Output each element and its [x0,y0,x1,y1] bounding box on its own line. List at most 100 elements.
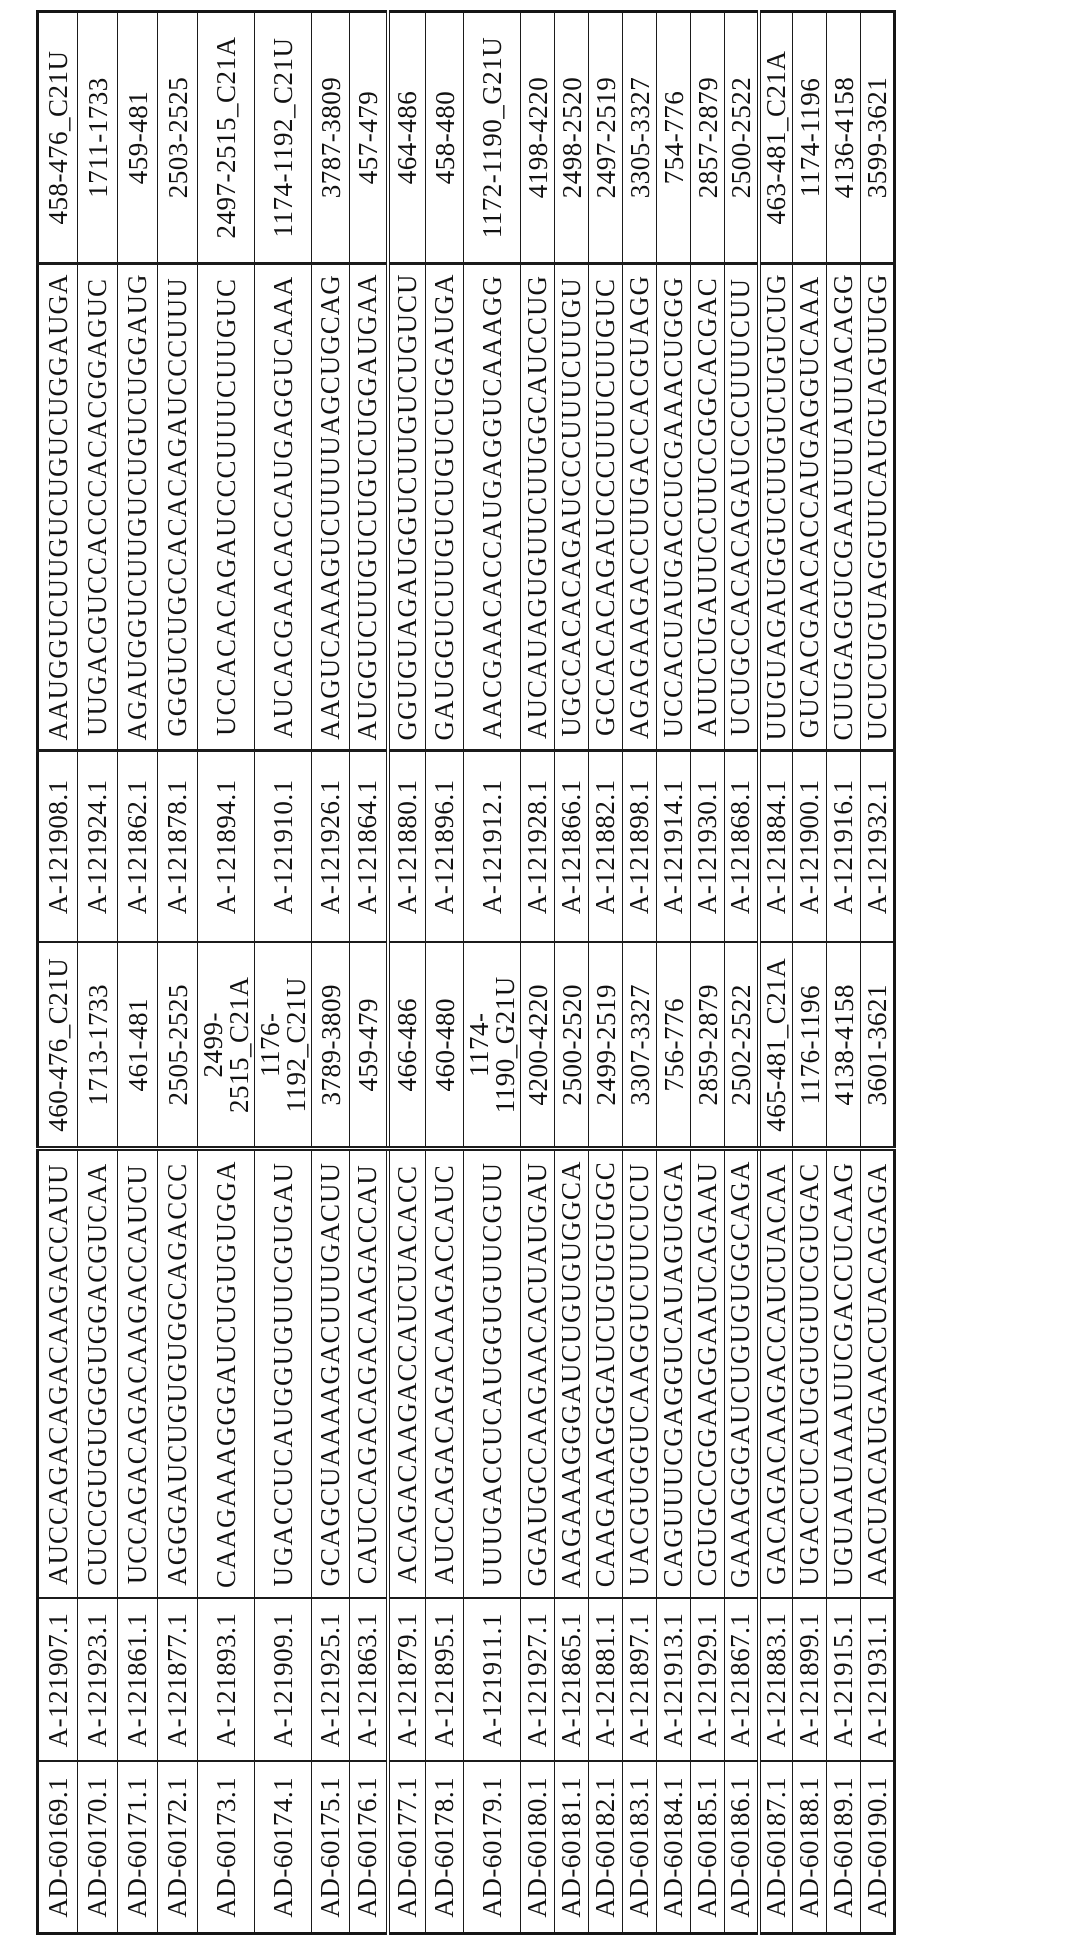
cell-antisense-sequence: GAUGGUCUUGUCUGUCUGGAUGA [425,263,464,751]
cell-sense-oligo-name: A-121931.1 [860,1598,895,1762]
cell-antisense-range: 2857-2879 [690,11,725,264]
cell-antisense-oligo-name: A-121894.1 [197,750,255,943]
cell-sense-oligo-name: A-121883.1 [758,1598,793,1762]
cell-antisense-range: 3305-3327 [622,11,657,264]
cell-antisense-range: 457-479 [349,11,388,264]
cell-duplex-name: AD-60182.1 [588,1761,623,1934]
cell-sense-oligo-name: A-121867.1 [724,1598,759,1762]
table-row: AD-60188.1 A-121899.1 UGACCUCAUGGUGUUCGUGA… [792,11,827,1934]
cell-antisense-range: 458-476_C21U [37,11,78,264]
table-row: AD-60174.1 A-121909.1 UGACCUCAUGGUGUUCGUGA… [254,11,312,1934]
cell-antisense-sequence: GGUGUAGAUGGUCUUGUCUGUCU [387,263,426,751]
cell-antisense-range: 3599-3621 [860,11,895,264]
cell-duplex-name: AD-60172.1 [157,1761,198,1934]
cell-duplex-name: AD-60188.1 [792,1761,827,1934]
cell-sense-oligo-name: A-121923.1 [77,1598,118,1762]
cell-sense-sequence: GACAGACAAGACCAUCUACAA [758,1148,793,1599]
cell-antisense-sequence: UCUGCCACACAGAUCCCUUUCUU [724,263,759,751]
cell-sense-oligo-name: A-121909.1 [254,1598,312,1762]
cell-sense-oligo-name: A-121913.1 [656,1598,691,1762]
cell-antisense-oligo-name: A-121896.1 [425,750,464,943]
cell-antisense-sequence: UCCACACAGAUCCCUUUCUUGUC [197,263,255,751]
cell-sense-oligo-name: A-121907.1 [37,1598,78,1762]
cell-antisense-oligo-name: A-121884.1 [758,750,793,943]
cell-antisense-range: 1172-1190_G21U [463,11,521,264]
cell-antisense-range: 2497-2515_C21A [197,11,255,264]
cell-sense-range: 460-480 [425,942,464,1149]
table-row: AD-60170.1 A-121923.1 CUCCGUGUGGGUGGACGUCA… [77,11,118,1934]
cell-duplex-name: AD-60189.1 [826,1761,861,1934]
cell-antisense-sequence: UUGUAGAUGGUCUUGUCUGUCUG [758,263,793,751]
cell-duplex-name: AD-60169.1 [37,1761,78,1934]
table-row: AD-60185.1 A-121929.1 CGUGCCGGAAGGAAUCAGAA… [690,11,725,1934]
table-row: AD-60172.1 A-121877.1 AGGGAUCUGUGUGGCAGACC… [157,11,198,1934]
cell-antisense-oligo-name: A-121924.1 [77,750,118,943]
table-row: AD-60187.1 A-121883.1 GACAGACAAGACCAUCUACA… [758,11,793,1934]
cell-antisense-oligo-name: A-121900.1 [792,750,827,943]
cell-sense-sequence: CGUGCCGGAAGGAAUCAGAAU [690,1148,725,1599]
cell-antisense-oligo-name: A-121908.1 [37,750,78,943]
cell-sense-sequence: ACAGACAAGACCAUCUACACC [387,1148,426,1599]
cell-antisense-sequence: AAUGGUCUUGUCUGUCUGGAUGA [37,263,78,751]
cell-duplex-name: AD-60180.1 [520,1761,555,1934]
cell-sense-range: 1176-1196 [792,942,827,1149]
cell-antisense-sequence: AGAGAAGACCUUGACCACGUAGG [622,263,657,751]
cell-antisense-oligo-name: A-121914.1 [656,750,691,943]
cell-sense-range: 2499- 2515_C21A [197,942,255,1149]
cell-antisense-sequence: AUCACGAACACCAUGAGGUCAAA [254,263,312,751]
cell-antisense-sequence: AUGGUCUUGUCUGUCUGGAUGAA [349,263,388,751]
cell-antisense-oligo-name: A-121880.1 [387,750,426,943]
cell-sense-range: 1176- 1192_C21U [254,942,312,1149]
cell-sense-oligo-name: A-121893.1 [197,1598,255,1762]
cell-duplex-name: AD-60178.1 [425,1761,464,1934]
cell-antisense-sequence: AUCAUAGUGUUCUUGGCAUCCUG [520,263,555,751]
cell-sense-sequence: GAAAGGGAUCUGUGUGGCAGA [724,1148,759,1599]
cell-antisense-range: 458-480 [425,11,464,264]
cell-antisense-sequence: AAGUCAAAGUCUUUUAGCUGCAG [311,263,350,751]
cell-sense-sequence: AGGGAUCUGUGUGGCAGACCC [157,1148,198,1599]
cell-antisense-sequence: GGGUCUGCCACACAGAUCCCUUU [157,263,198,751]
cell-sense-range: 2859-2879 [690,942,725,1149]
cell-antisense-sequence: UCUCUGUAGGUUCAUGUAGUUGG [860,263,895,751]
table-row: AD-60189.1 A-121915.1 UGUAAUAAAUUCGACCUCAA… [826,11,861,1934]
cell-antisense-sequence: UCCACUAUGACCUCGAAACUGGG [656,263,691,751]
cell-antisense-range: 2503-2525 [157,11,198,264]
cell-sense-range: 1713-1733 [77,942,118,1149]
cell-sense-sequence: GGAUGCCAAGAACACUAUGAU [520,1148,555,1599]
table-row: AD-60182.1 A-121881.1 CAAGAAAGGGAUCUGUGUGG… [588,11,623,1934]
table-row: AD-60173.1 A-121893.1 CAAGAAAGGGAUCUGUGUGG… [197,11,255,1934]
cell-sense-sequence: CAUCCAGACAGACAAGACCAU [349,1148,388,1599]
cell-sense-sequence: AACUACAUGAACCUACAGAGA [860,1148,895,1599]
cell-sense-sequence: GCAGCUAAAAGACUUUGACUU [311,1148,350,1599]
cell-sense-oligo-name: A-121877.1 [157,1598,198,1762]
cell-sense-oligo-name: A-121911.1 [463,1598,521,1762]
cell-antisense-oligo-name: A-121868.1 [724,750,759,943]
rotated-table-container: AD-60169.1 A-121907.1 AUCCAGACAGACAAGACCAU… [36,10,896,1935]
cell-sense-range: 4138-4158 [826,942,861,1149]
cell-sense-range: 2502-2522 [724,942,759,1149]
cell-duplex-name: AD-60181.1 [554,1761,589,1934]
cell-antisense-range: 463-481_C21A [758,11,793,264]
table-row: AD-60186.1 A-121867.1 GAAAGGGAUCUGUGUGGCAG… [724,11,759,1934]
table-row: AD-60169.1 A-121907.1 AUCCAGACAGACAAGACCAU… [37,11,78,1934]
cell-antisense-oligo-name: A-121916.1 [826,750,861,943]
cell-antisense-range: 464-486 [387,11,426,264]
cell-sense-range: 2499-2519 [588,942,623,1149]
cell-antisense-sequence: CUUGAGGUCGAAUUUAUUACAGG [826,263,861,751]
cell-sense-sequence: CAAGAAAGGGAUCUGUGUGGC [588,1148,623,1599]
cell-sense-range: 460-476_C21U [37,942,78,1149]
cell-duplex-name: AD-60190.1 [860,1761,895,1934]
cell-antisense-oligo-name: A-121882.1 [588,750,623,943]
cell-sense-range: 2505-2525 [157,942,198,1149]
sequence-table-body: AD-60169.1 A-121907.1 AUCCAGACAGACAAGACCAU… [37,11,895,1934]
cell-sense-oligo-name: A-121863.1 [349,1598,388,1762]
cell-antisense-sequence: UUGACGUCCACCCACACGGAGUC [77,263,118,751]
cell-sense-range: 1174- 1190_G21U [463,942,521,1149]
table-row: AD-60180.1 A-121927.1 GGAUGCCAAGAACACUAUGA… [520,11,555,1934]
cell-sense-sequence: CUCCGUGUGGGUGGACGUCAA [77,1148,118,1599]
cell-duplex-name: AD-60177.1 [387,1761,426,1934]
cell-sense-range: 2500-2520 [554,942,589,1149]
cell-antisense-oligo-name: A-121926.1 [311,750,350,943]
cell-sense-range: 461-481 [117,942,158,1149]
cell-sense-sequence: UGACCUCAUGGUGUUCGUGAC [792,1148,827,1599]
